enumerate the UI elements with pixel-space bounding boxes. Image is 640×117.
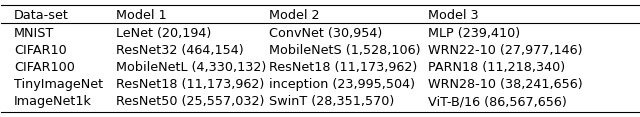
- Text: TinyImageNet: TinyImageNet: [14, 78, 103, 91]
- Text: CIFAR10: CIFAR10: [14, 44, 67, 57]
- Text: MobileNetS (1,528,106): MobileNetS (1,528,106): [269, 44, 420, 57]
- Text: Data-set: Data-set: [14, 9, 69, 22]
- Text: PARN18 (11,218,340): PARN18 (11,218,340): [428, 61, 566, 74]
- Text: WRN22-10 (27,977,146): WRN22-10 (27,977,146): [428, 44, 583, 57]
- Text: ResNet50 (25,557,032): ResNet50 (25,557,032): [116, 95, 264, 108]
- Text: WRN28-10 (38,241,656): WRN28-10 (38,241,656): [428, 78, 583, 91]
- Text: SwinT (28,351,570): SwinT (28,351,570): [269, 95, 394, 108]
- Text: MobileNetL (4,330,132): MobileNetL (4,330,132): [116, 61, 266, 74]
- Text: LeNet (20,194): LeNet (20,194): [116, 27, 211, 40]
- Text: ConvNet (30,954): ConvNet (30,954): [269, 27, 382, 40]
- Text: inception (23,995,504): inception (23,995,504): [269, 78, 415, 91]
- Text: CIFAR100: CIFAR100: [14, 61, 75, 74]
- Text: ImageNet1k: ImageNet1k: [14, 95, 92, 108]
- Text: MNIST: MNIST: [14, 27, 54, 40]
- Text: ResNet18 (11,173,962): ResNet18 (11,173,962): [269, 61, 417, 74]
- Text: MLP (239,410): MLP (239,410): [428, 27, 520, 40]
- Text: Model 3: Model 3: [428, 9, 479, 22]
- Text: Model 2: Model 2: [269, 9, 319, 22]
- Text: Model 1: Model 1: [116, 9, 166, 22]
- Text: ResNet32 (464,154): ResNet32 (464,154): [116, 44, 244, 57]
- Text: ResNet18 (11,173,962): ResNet18 (11,173,962): [116, 78, 264, 91]
- Text: ViT-B/16 (86,567,656): ViT-B/16 (86,567,656): [428, 95, 567, 108]
